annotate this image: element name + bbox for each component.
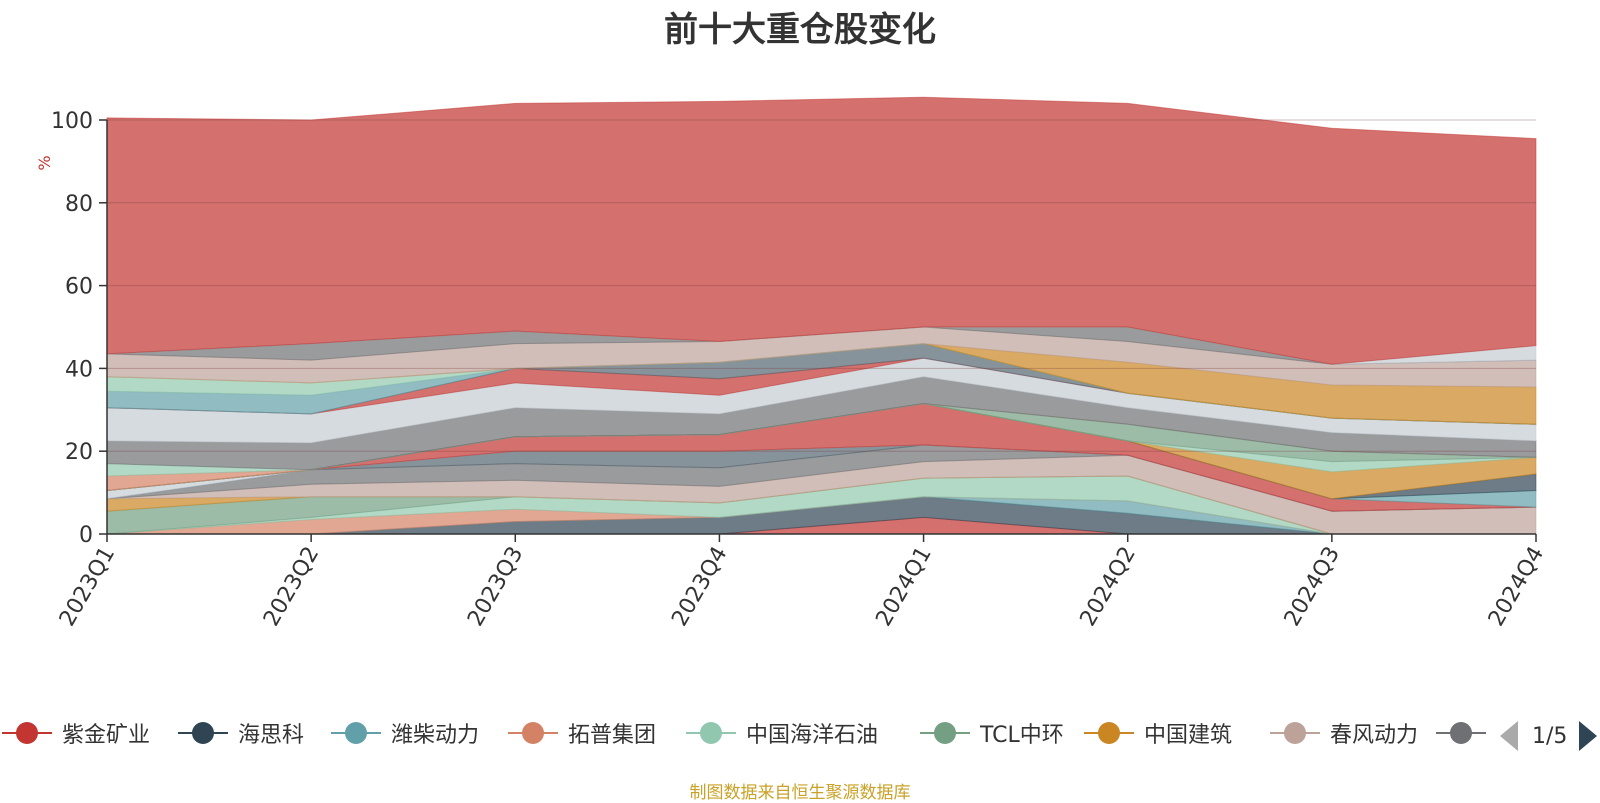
x-tick-label: 2024Q4 xyxy=(1484,543,1549,631)
legend-marker-icon xyxy=(178,720,228,746)
x-tick-label: 2023Q2 xyxy=(259,543,324,631)
legend-marker-icon xyxy=(331,720,381,746)
y-tick-label: 80 xyxy=(65,192,93,217)
legend-marker-icon xyxy=(1084,720,1134,746)
legend-item[interactable]: TCL中环 xyxy=(920,708,1064,758)
x-tick-label: 2023Q4 xyxy=(667,543,732,631)
legend-label: 中国建筑 xyxy=(1144,723,1233,748)
legend-page-indicator: 1/5 xyxy=(1532,723,1568,749)
x-tick-label: 2024Q3 xyxy=(1280,543,1345,631)
series-area-29[interactable] xyxy=(106,96,1537,365)
chart-title: 前十大重仓股变化 xyxy=(664,10,936,50)
next-page-icon[interactable] xyxy=(1579,721,1598,751)
legend-marker-icon xyxy=(1270,720,1320,746)
legend-marker-icon xyxy=(1436,720,1486,746)
legend-item[interactable]: 中国海洋石油 xyxy=(686,708,878,758)
y-tick-label: 60 xyxy=(65,275,93,300)
legend-item[interactable]: 拓普集团 xyxy=(508,708,656,758)
legend: 紫金矿业 海思科 潍柴动力 拓普集团 中国海洋石油 TCL中环 中国建筑 春风动力 xyxy=(0,708,1600,758)
legend-item[interactable]: 潍柴动力 xyxy=(331,708,479,758)
legend-label: 拓普集团 xyxy=(568,723,657,748)
x-tick-label: 2024Q2 xyxy=(1076,543,1141,631)
legend-pager: 1/5 xyxy=(1500,720,1598,752)
legend-label: 潍柴动力 xyxy=(391,723,480,748)
x-tick-label: 2023Q3 xyxy=(463,543,528,631)
legend-marker-icon xyxy=(686,720,736,746)
prev-page-icon[interactable] xyxy=(1500,721,1518,751)
legend-label: 春风动力 xyxy=(1330,723,1419,748)
chart-area: 0 20 40 60 80 100% 2023Q1 2023Q2 2023Q3 2023Q4 202… xyxy=(35,96,1549,631)
legend-label: TCL中环 xyxy=(980,723,1064,748)
y-tick-label: 100 xyxy=(51,109,93,134)
series-areas xyxy=(106,96,1537,535)
legend-label: 紫金矿业 xyxy=(62,723,151,748)
y-tick-label: 20 xyxy=(65,440,93,465)
legend-item[interactable]: 海思科 xyxy=(178,708,304,758)
y-tick-label: 0 xyxy=(79,523,93,548)
legend-label: 海思科 xyxy=(238,723,305,748)
x-tick-label: 2024Q1 xyxy=(871,543,936,631)
legend-item[interactable] xyxy=(1436,708,1496,758)
legend-label: 中国海洋石油 xyxy=(746,723,879,748)
legend-item[interactable]: 中国建筑 xyxy=(1084,708,1232,758)
y-tick-label: 40 xyxy=(65,357,93,382)
y-axis-label: % xyxy=(35,155,54,170)
legend-marker-icon xyxy=(920,720,970,746)
legend-marker-icon xyxy=(508,720,558,746)
legend-item[interactable]: 春风动力 xyxy=(1270,708,1418,758)
x-tick-label: 2023Q1 xyxy=(55,543,120,631)
legend-item[interactable]: 紫金矿业 xyxy=(2,708,150,758)
legend-marker-icon xyxy=(2,720,52,746)
source-note: 制图数据来自恒生聚源数据库 xyxy=(689,783,911,803)
grid-lines xyxy=(107,119,1536,452)
